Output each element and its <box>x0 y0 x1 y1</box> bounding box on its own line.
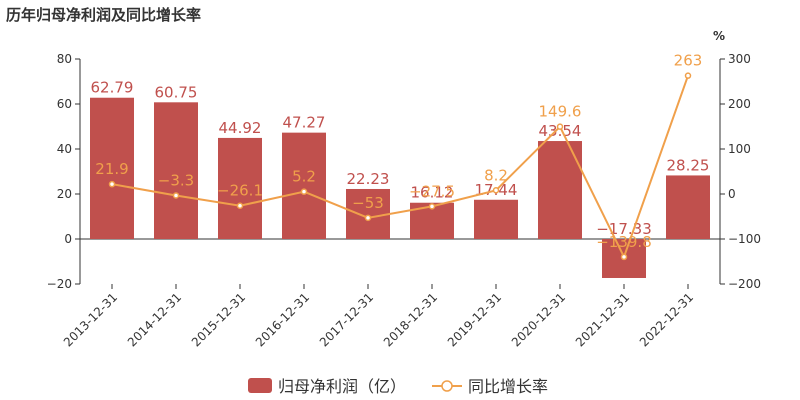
x-tick-label: 2021-12-31 <box>573 290 632 349</box>
growth-line <box>111 75 689 260</box>
bar <box>666 175 710 239</box>
x-tick-label: 2019-12-31 <box>445 290 504 349</box>
growth-point <box>620 253 628 261</box>
y-left-tick-label: 60 <box>57 97 72 111</box>
bar-value-label: 47.27 <box>283 114 326 132</box>
legend-bar-label: 归母净利润（亿） <box>278 377 406 396</box>
legend-line-label: 同比增长率 <box>468 377 548 396</box>
growth-point <box>300 188 308 195</box>
growth-value-label: −139.8 <box>596 233 652 251</box>
growth-point <box>236 202 244 209</box>
y-right-tick-label: 0 <box>728 187 736 201</box>
legend-bar-swatch <box>248 378 272 393</box>
bar <box>90 97 134 239</box>
y-right-tick-label: 300 <box>728 52 751 66</box>
x-tick-label: 2017-12-31 <box>317 290 376 349</box>
y-left-tick-label: 40 <box>57 142 72 156</box>
x-tick-label: 2016-12-31 <box>253 290 312 349</box>
growth-point <box>428 203 436 210</box>
bar-value-label: 28.25 <box>667 156 710 174</box>
x-tick-label: 2013-12-31 <box>61 290 120 349</box>
growth-value-label: 21.9 <box>95 160 128 178</box>
y-right-unit: % <box>713 29 725 43</box>
x-tick-label: 2018-12-31 <box>381 290 440 349</box>
y-right-tick-label: 100 <box>728 142 751 156</box>
y-left-tick-label: 0 <box>64 232 72 246</box>
bar <box>282 132 326 239</box>
bar-value-label: −17.33 <box>596 220 652 238</box>
growth-point <box>556 123 564 130</box>
growth-point <box>684 72 692 79</box>
bar-value-label: 44.92 <box>219 119 262 137</box>
chart-title: 历年归母净利润及同比增长率 <box>6 6 202 24</box>
growth-value-label: 149.6 <box>539 103 582 121</box>
growth-value-label: 263 <box>674 52 703 70</box>
x-tick-label: 2022-12-31 <box>637 290 696 349</box>
growth-value-label: −26.1 <box>217 182 263 200</box>
bar <box>538 141 582 239</box>
bar-value-label: 62.79 <box>91 79 134 97</box>
growth-point <box>492 187 500 194</box>
x-tick-label: 2015-12-31 <box>189 290 248 349</box>
y-left-tick-label: −20 <box>47 277 72 291</box>
growth-value-label: 8.2 <box>484 166 508 184</box>
bar-value-label: 43.54 <box>539 122 582 140</box>
bar-value-label: 60.75 <box>155 83 198 101</box>
bar <box>474 199 518 239</box>
bar-value-label: 22.23 <box>347 170 390 188</box>
legend-line-marker <box>441 380 453 392</box>
bar <box>154 102 198 239</box>
y-left-tick-label: 80 <box>57 52 72 66</box>
growth-value-label: −53 <box>352 194 384 212</box>
y-right-tick-label: −200 <box>728 277 761 291</box>
y-right-tick-label: −100 <box>728 232 761 246</box>
bar <box>218 137 262 239</box>
growth-point <box>364 214 372 222</box>
y-right-tick-label: 200 <box>728 97 751 111</box>
x-tick-label: 2014-12-31 <box>125 290 184 349</box>
y-left-tick-label: 20 <box>57 187 72 201</box>
growth-value-label: −27.5 <box>409 182 455 200</box>
bar <box>346 188 390 239</box>
growth-value-label: −3.3 <box>158 171 194 189</box>
x-tick-label: 2020-12-31 <box>509 290 568 349</box>
growth-value-label: 5.2 <box>292 168 316 186</box>
growth-point <box>172 192 180 199</box>
growth-point <box>108 180 116 188</box>
bar-value-label: 16.12 <box>411 184 454 202</box>
